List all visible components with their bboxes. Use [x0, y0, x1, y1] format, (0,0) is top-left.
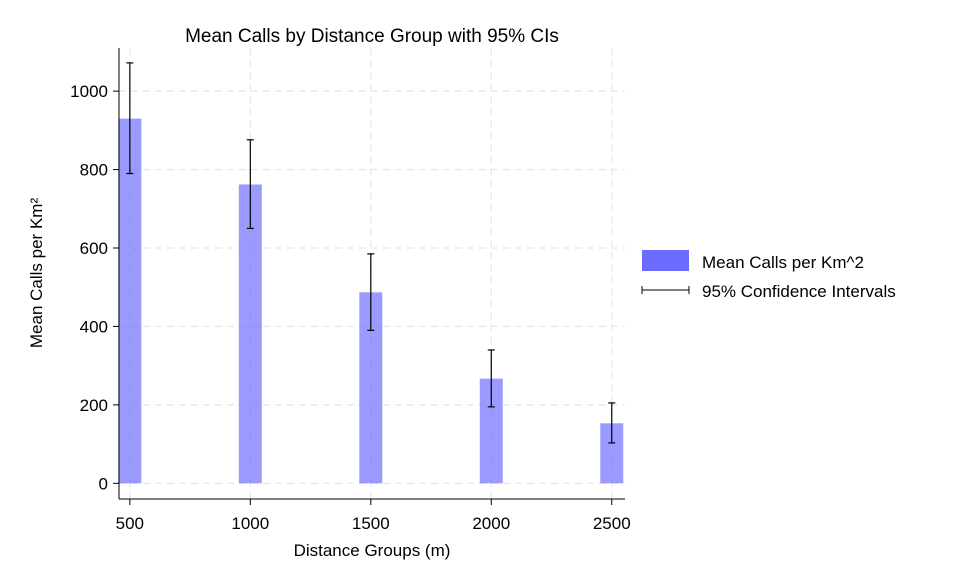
bar: [479, 378, 503, 484]
x-tick-label: 500: [116, 514, 144, 533]
bars-layer: [118, 118, 624, 484]
y-ticks: 0 200 400 600 800 1000: [70, 82, 119, 493]
bar: [238, 184, 262, 484]
legend: Mean Calls per Km^2 95% Confidence Inter…: [641, 250, 896, 301]
legend-label-errorbar: 95% Confidence Intervals: [702, 282, 896, 301]
bar: [118, 118, 142, 484]
x-ticks: 500 1000 1500 2000 2500: [116, 499, 631, 533]
bar: [600, 423, 624, 484]
x-tick-label: 2000: [472, 514, 510, 533]
error-bar: [608, 402, 616, 444]
y-axis-title: Mean Calls per Km²: [27, 198, 46, 349]
errorbars-layer: [126, 62, 616, 444]
error-bar: [126, 62, 134, 175]
error-bar: [246, 139, 254, 229]
error-bar: [367, 253, 375, 331]
y-tick-label: 0: [99, 474, 108, 493]
legend-swatch-bar: [642, 250, 689, 271]
x-tick-label: 1000: [231, 514, 269, 533]
x-tick-label: 1500: [352, 514, 390, 533]
x-axis-title: Distance Groups (m): [294, 541, 451, 560]
bar: [359, 292, 383, 484]
legend-swatch-errorbar: [641, 286, 690, 294]
x-tick-label: 2500: [593, 514, 631, 533]
legend-label-bar: Mean Calls per Km^2: [702, 253, 864, 272]
y-tick-label: 800: [80, 161, 108, 180]
chart-title: Mean Calls by Distance Group with 95% CI…: [185, 26, 559, 47]
y-tick-label: 600: [80, 239, 108, 258]
error-bar: [487, 349, 495, 408]
y-tick-label: 400: [80, 317, 108, 336]
y-tick-label: 1000: [70, 82, 108, 101]
y-tick-label: 200: [80, 396, 108, 415]
